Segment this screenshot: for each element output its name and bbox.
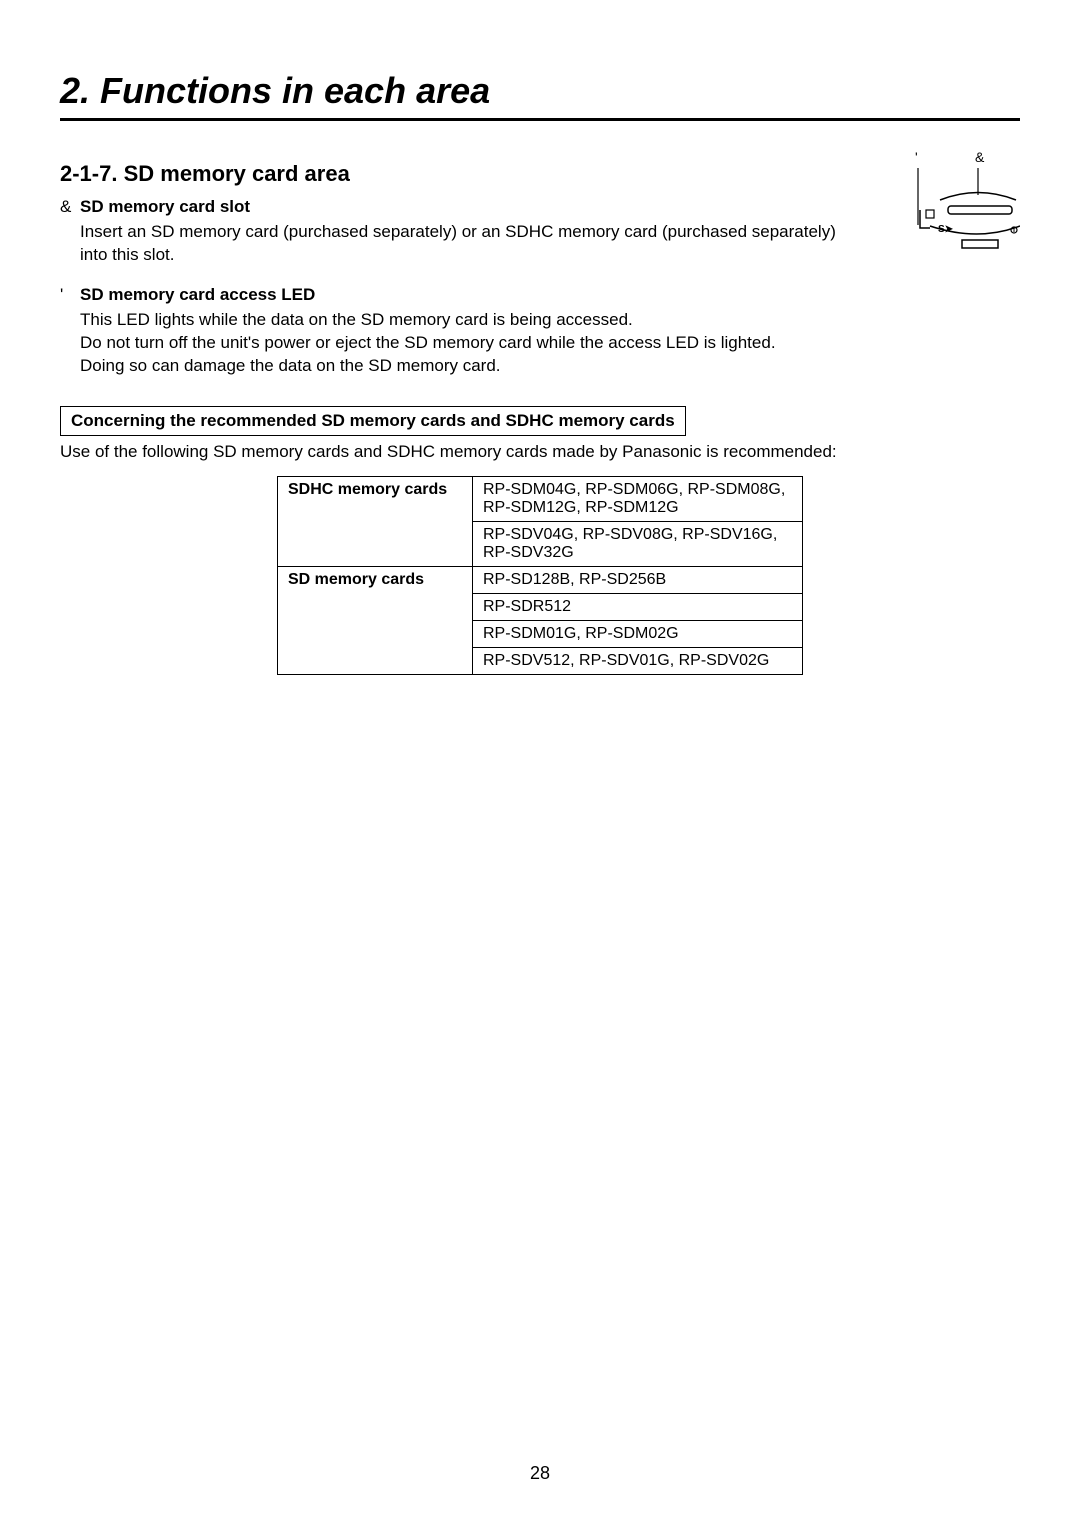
svg-text:S➤: S➤ (938, 224, 954, 235)
sd-slot-diagram: ' & S➤ (890, 150, 1020, 270)
item-title: SD memory card slot (80, 197, 250, 216)
item-title: SD memory card access LED (80, 285, 315, 304)
section-title: 2-1-7. SD memory card area (60, 161, 840, 187)
item-marker: & (60, 197, 80, 217)
page-number: 28 (0, 1463, 1080, 1484)
table-value-cell: RP-SDM04G, RP-SDM06G, RP-SDM08G, RP-SDM1… (473, 476, 803, 521)
diagram-label-right: & (975, 150, 985, 165)
table-row: SDHC memory cardsRP-SDM04G, RP-SDM06G, R… (278, 476, 803, 521)
item-marker: ' (60, 285, 80, 305)
item-body: Insert an SD memory card (purchased sepa… (60, 221, 840, 267)
table-label-cell: SD memory cards (278, 566, 473, 674)
table-value-cell: RP-SDV512, RP-SDV01G, RP-SDV02G (473, 647, 803, 674)
table-value-cell: RP-SDV04G, RP-SDV08G, RP-SDV16G, RP-SDV3… (473, 521, 803, 566)
diagram-label-left: ' (915, 150, 918, 165)
item-sd-slot: &SD memory card slot Insert an SD memory… (60, 197, 840, 267)
memory-card-table: SDHC memory cardsRP-SDM04G, RP-SDM06G, R… (277, 476, 803, 675)
callout-text: Use of the following SD memory cards and… (60, 442, 840, 462)
callout-box-title: Concerning the recommended SD memory car… (60, 406, 686, 436)
item-body: This LED lights while the data on the SD… (60, 309, 840, 378)
table-value-cell: RP-SDM01G, RP-SDM02G (473, 620, 803, 647)
item-sd-led: 'SD memory card access LED This LED ligh… (60, 285, 840, 378)
table-value-cell: RP-SD128B, RP-SD256B (473, 566, 803, 593)
table-row: SD memory cardsRP-SD128B, RP-SD256B (278, 566, 803, 593)
table-value-cell: RP-SDR512 (473, 593, 803, 620)
chapter-title: 2. Functions in each area (60, 70, 1020, 121)
table-label-cell: SDHC memory cards (278, 476, 473, 566)
